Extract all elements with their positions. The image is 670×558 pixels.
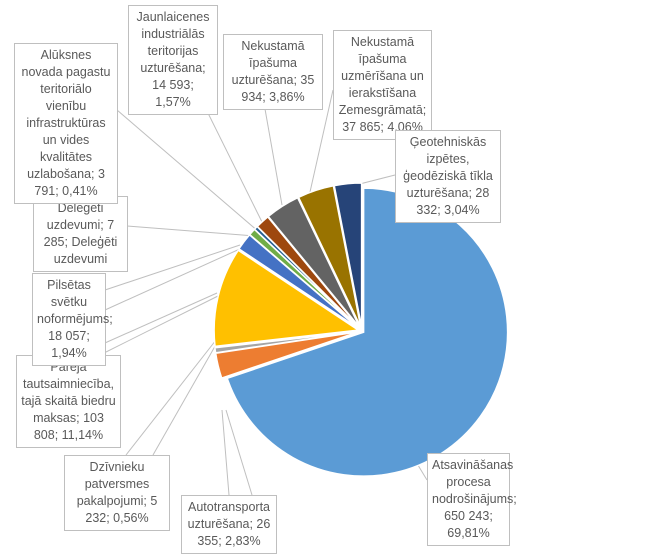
leader-line [126, 225, 256, 237]
leader-line [261, 91, 283, 206]
data-label-parejā: Pārējā tautsaimniecība, tajā skaitā bied… [16, 355, 121, 448]
data-label-nekustama-uzturesana: Nekustamā īpašuma uzturēšana; 35 934; 3,… [223, 34, 323, 110]
leader-line [309, 89, 334, 193]
pie-slice-3 [213, 249, 361, 348]
leader-line [221, 409, 230, 496]
data-label-autotransporta: Autotransporta uzturēšana; 26 355; 2,83% [181, 495, 277, 554]
pie-slice-9 [297, 184, 362, 328]
pie-slice-8 [267, 196, 361, 329]
leader-line [104, 247, 243, 311]
leader-line [202, 102, 264, 225]
data-label-nekustama-uzmerisana: Nekustamā īpašuma uzmērīšana un ierakstī… [333, 30, 432, 140]
pie-slice-2 [214, 330, 359, 354]
data-label-geotehniskas: Ģeotehniskās izpētes, ģeodēziskā tīkla u… [395, 130, 501, 223]
leader-line [116, 109, 260, 233]
data-label-aluksnes: Alūksnes novada pagastu teritoriālo vien… [14, 43, 118, 204]
data-label-jaunlaicenes: Jaunlaicenes industriālās teritorijas uz… [128, 5, 218, 115]
data-label-atsavinasanas: Atsavināšanas procesa nodrošinājums; 650… [427, 453, 517, 546]
leader-line [99, 295, 219, 356]
data-label-pilsetas: Pilsētas svētku noformējums; 18 057; 1,9… [32, 273, 113, 366]
leader-line [125, 339, 217, 456]
data-label-dzivnieku: Dzīvnieku patversmes pakalpojumi; 5 232;… [64, 455, 170, 531]
leader-line [104, 244, 241, 291]
leader-line [225, 409, 253, 496]
data-label-delegeti: Deleģēti uzdevumi; 7 285; Deleģēti uzdev… [33, 196, 128, 272]
leader-line [152, 340, 219, 456]
pie-slice-10 [333, 182, 363, 328]
